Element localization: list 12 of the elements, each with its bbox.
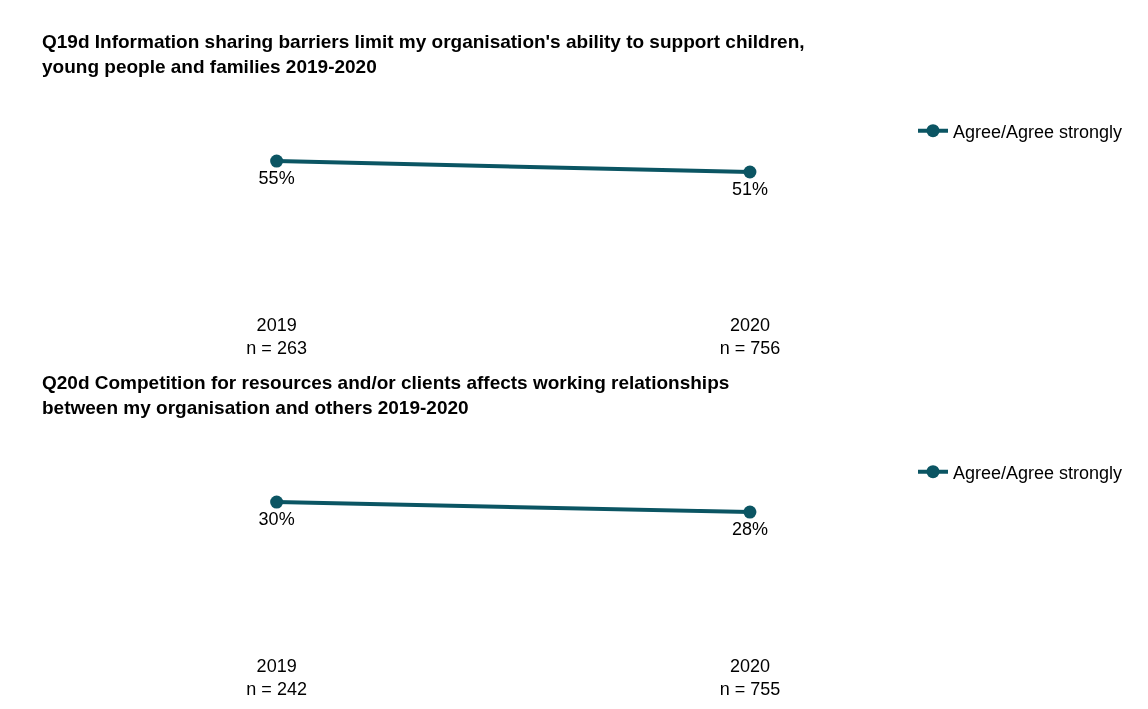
x-tick-label: 2019 n = 242 (246, 655, 307, 700)
legend-label: Agree/Agree strongly (953, 462, 1123, 483)
chart-title: Q20d Competition for resources and/or clients affects working relationships between my organisation and others 2019-2020 (42, 372, 730, 418)
chart-title: Q19d Information sharing barriers limit my organisation's ability to support children, young people and families 2019-2020 (42, 31, 805, 77)
x-tick-label: 2020 n = 756 (719, 314, 781, 359)
data-label: 51% (731, 178, 768, 199)
data-label: 55% (258, 167, 295, 188)
legend-label: Agree/Agree strongly (953, 121, 1123, 142)
x-tick-label: 2020 n = 755 (719, 655, 781, 700)
x-tick-label: 2019 n = 263 (246, 314, 307, 359)
data-label: 30% (258, 508, 295, 529)
data-label: 28% (731, 518, 768, 539)
